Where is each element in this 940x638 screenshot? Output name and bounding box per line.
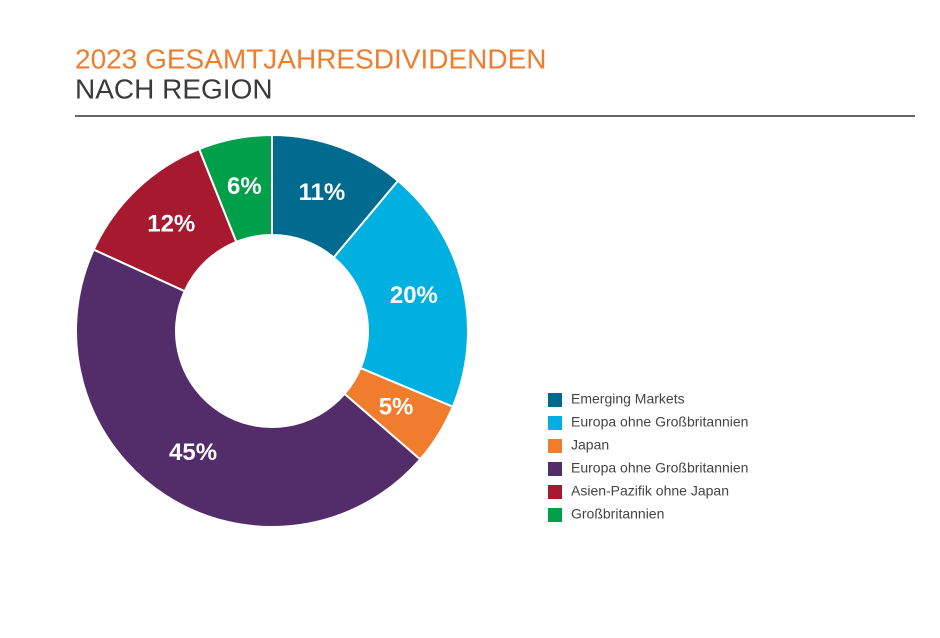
data-label: 20% <box>390 282 438 309</box>
legend-swatch <box>548 508 562 522</box>
donut-slice <box>332 179 469 409</box>
legend-swatch <box>548 439 562 453</box>
data-label: 11% <box>299 179 346 206</box>
data-label: 5% <box>379 393 414 420</box>
data-label: 12% <box>147 211 195 238</box>
legend-swatch <box>548 485 562 499</box>
chart-subtitle: NACH REGION <box>75 73 273 104</box>
legend-swatch <box>548 416 562 430</box>
chart-title: 2023 GESAMTJAHRESDIVIDENDEN <box>75 43 546 74</box>
legend-label: Japan <box>571 437 609 453</box>
legend-label: Asien-Pazifik ohne Japan <box>571 483 729 499</box>
legend-label: Europa ohne Großbritannien <box>571 460 748 476</box>
legend-label: Europa ohne Großbritannien <box>571 414 748 430</box>
donut-slice <box>75 248 422 528</box>
donut-slice <box>197 133 273 244</box>
data-label: 6% <box>227 173 262 200</box>
legend-swatch <box>548 462 562 476</box>
data-label: 45% <box>169 439 217 466</box>
legend-label: Emerging Markets <box>571 391 685 407</box>
legend-swatch <box>548 393 562 407</box>
legend-label: Großbritannien <box>571 506 664 522</box>
